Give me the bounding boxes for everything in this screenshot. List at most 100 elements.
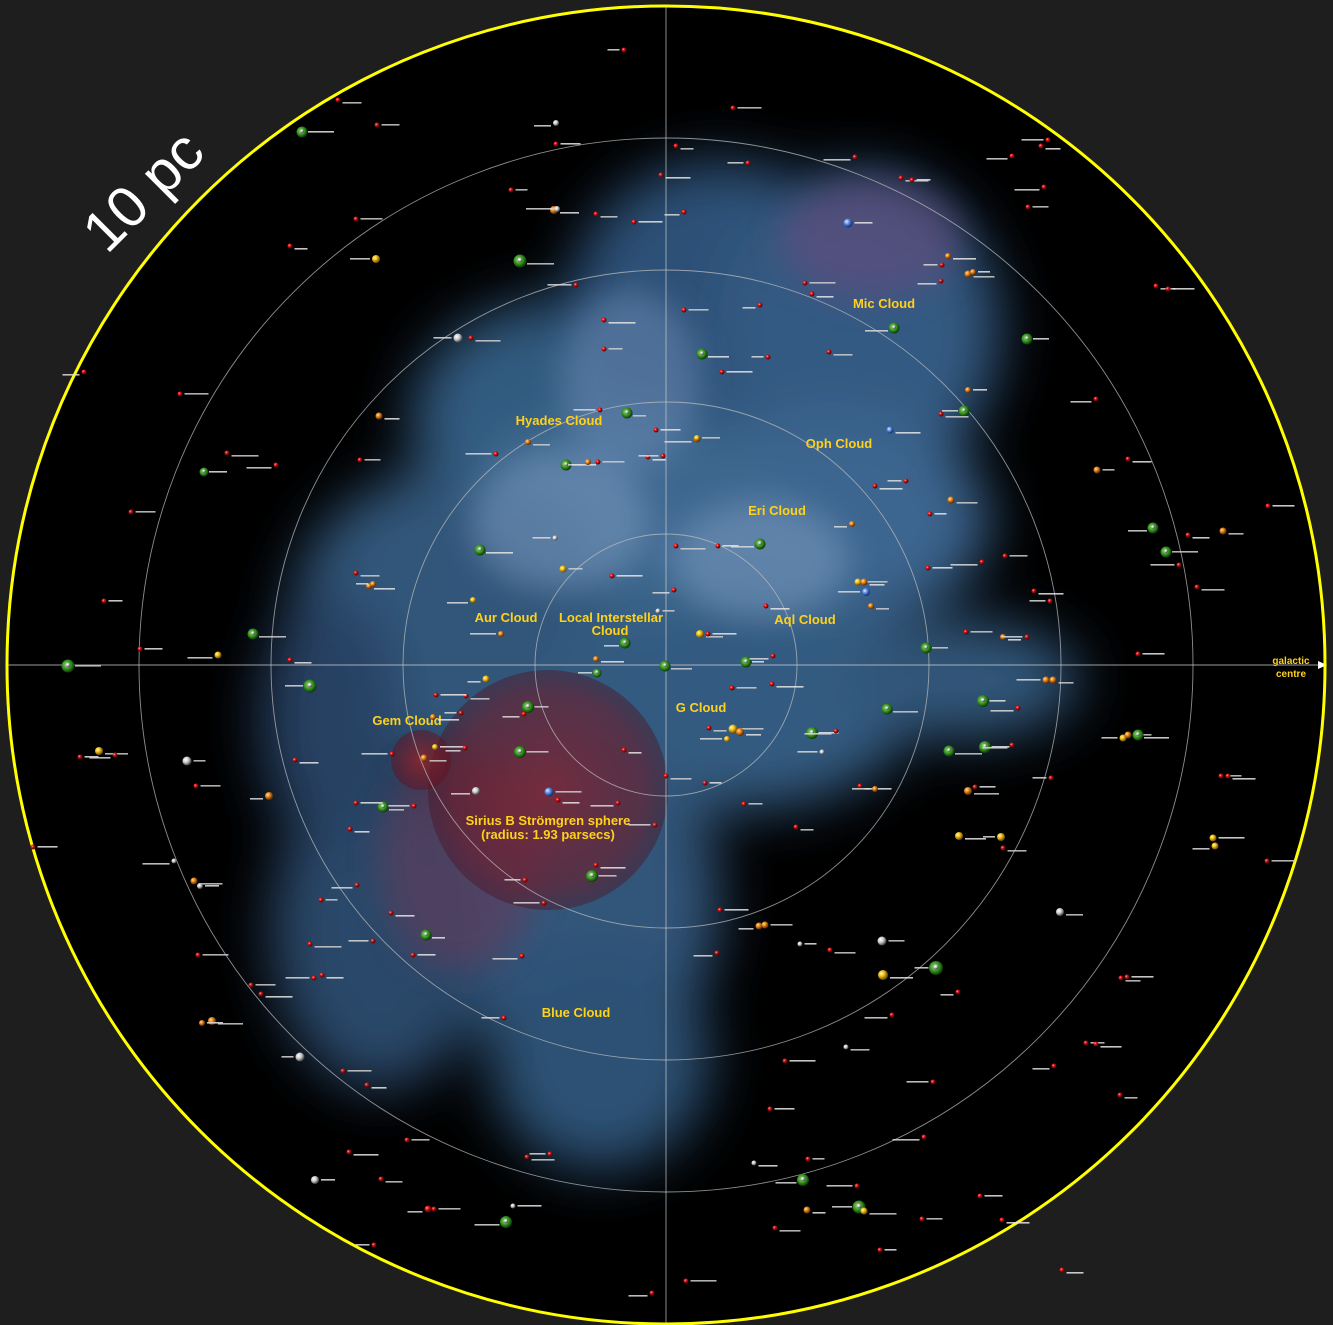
star-marker: [1119, 734, 1127, 742]
star-label-mark: [187, 657, 213, 659]
star-marker: [843, 218, 853, 228]
star-label-mark: [600, 216, 618, 218]
star-marker: [364, 1082, 370, 1088]
star-marker: [955, 989, 961, 995]
star-label-mark: [979, 786, 996, 788]
star-label-mark: [265, 996, 293, 998]
star-label-mark: [1128, 530, 1147, 532]
star-label-mark: [517, 1205, 542, 1207]
star-label-mark: [956, 502, 978, 504]
star-marker: [980, 697, 986, 703]
star-marker: [171, 858, 177, 864]
star-marker: [101, 598, 107, 604]
star-label-mark: [1272, 505, 1295, 507]
star-label-mark: [712, 633, 737, 635]
star-marker: [877, 936, 887, 946]
star-marker: [522, 877, 528, 883]
star-marker: [631, 219, 637, 225]
star-label-mark: [572, 464, 596, 466]
star-marker: [802, 280, 808, 286]
star-marker: [683, 1278, 689, 1284]
star-label-mark: [142, 863, 170, 865]
star-label-mark: [451, 793, 470, 795]
star-label-mark: [470, 698, 490, 700]
star-marker: [800, 1176, 806, 1182]
star-label-mark: [1009, 555, 1028, 557]
star-label-mark: [633, 415, 646, 417]
star-marker: [782, 1058, 788, 1064]
star-label-mark: [381, 124, 400, 126]
star-marker: [1124, 974, 1130, 980]
star-label-mark: [438, 1208, 461, 1210]
star-marker: [919, 1216, 925, 1222]
star-label-mark: [888, 940, 905, 942]
star-marker: [898, 175, 904, 181]
star-label-mark: [864, 788, 892, 790]
cloud-label-hyades: Hyades Cloud: [516, 413, 603, 428]
star-marker: [655, 608, 661, 614]
star-label-mark: [812, 1212, 826, 1214]
star-marker: [1059, 1267, 1065, 1273]
star-label-mark: [347, 1070, 372, 1072]
star-label-mark: [533, 444, 550, 446]
star-marker: [503, 1218, 509, 1224]
star-label-mark: [573, 409, 596, 411]
star-label-mark: [440, 694, 467, 696]
star-label-mark: [628, 752, 642, 754]
star-label-mark: [193, 760, 206, 762]
star-label-mark: [135, 511, 156, 513]
star-label-mark: [726, 371, 753, 373]
star-label-mark: [438, 719, 459, 721]
star-marker: [357, 457, 363, 463]
star-label-mark: [869, 584, 885, 586]
star-marker: [1211, 842, 1219, 850]
star-label-mark: [1192, 537, 1210, 539]
star-marker: [374, 122, 380, 128]
star-label-mark: [914, 967, 929, 969]
star-marker: [593, 656, 599, 662]
star-marker: [857, 783, 863, 789]
star-label-mark: [184, 393, 209, 395]
star-label-mark: [534, 125, 551, 127]
star-marker: [862, 588, 870, 596]
star-label-mark: [1029, 600, 1046, 602]
star-marker: [1025, 336, 1029, 340]
star-label-mark: [1225, 775, 1242, 777]
star-label-mark: [209, 471, 227, 473]
star-label-mark: [671, 668, 692, 670]
star-marker: [997, 833, 1005, 841]
star-marker: [555, 797, 561, 803]
star-label-mark: [1016, 679, 1041, 681]
star-marker: [1176, 562, 1182, 568]
star-label-mark: [738, 928, 754, 930]
star-marker: [621, 47, 627, 53]
star-marker: [190, 877, 198, 885]
star-marker: [501, 1015, 507, 1021]
star-label-mark: [529, 1153, 546, 1155]
star-marker: [909, 177, 915, 183]
star-label-mark: [932, 647, 948, 649]
star-marker: [1225, 773, 1231, 779]
star-label-mark: [816, 296, 834, 298]
star-marker: [761, 921, 769, 929]
star-label-mark: [978, 271, 990, 273]
star-marker: [955, 832, 963, 840]
star-label-mark: [775, 1182, 797, 1184]
star-marker: [468, 335, 474, 341]
star-label-mark: [354, 831, 370, 833]
star-marker: [248, 982, 254, 988]
star-label-mark: [294, 248, 308, 250]
star-marker: [508, 187, 514, 193]
star-label-mark: [207, 1022, 223, 1024]
star-marker: [849, 521, 855, 527]
star-label-mark: [709, 782, 722, 784]
star-marker: [335, 97, 341, 103]
star-label-mark: [616, 575, 643, 577]
star-marker: [307, 941, 313, 947]
star-marker: [809, 291, 815, 297]
star-marker: [1025, 204, 1031, 210]
star-label-mark: [231, 455, 259, 457]
star-marker: [552, 535, 558, 541]
star-label-mark: [800, 829, 814, 831]
star-label-mark: [702, 437, 720, 439]
